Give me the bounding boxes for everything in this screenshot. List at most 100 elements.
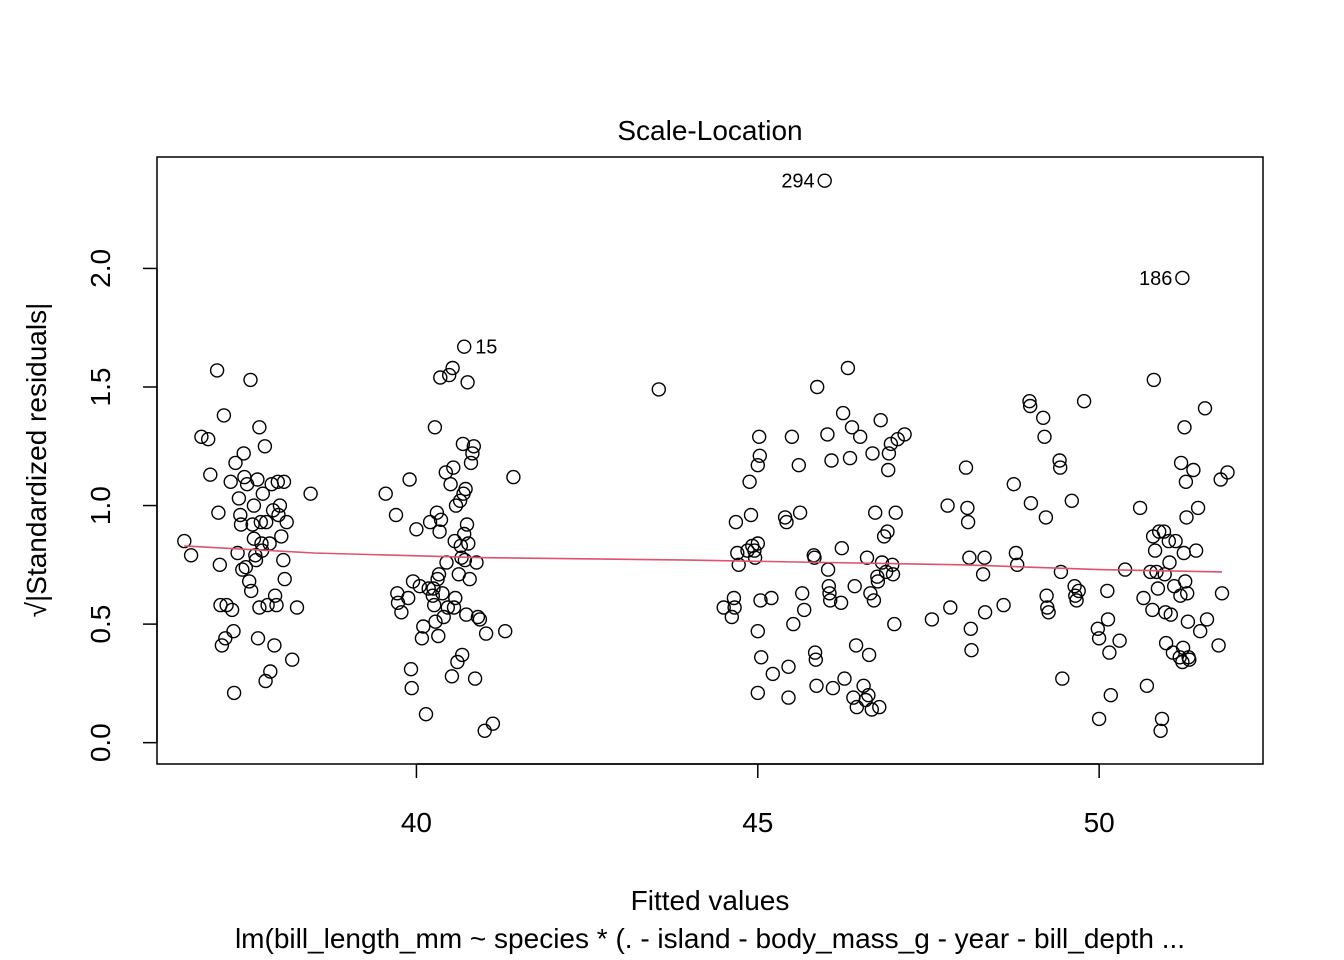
residual-point — [1143, 564, 1158, 580]
residual-point — [833, 595, 849, 610]
residual-point — [1055, 671, 1070, 686]
residual-point — [432, 524, 447, 539]
outlier-label: 15 — [475, 337, 497, 359]
residual-point — [1136, 590, 1151, 606]
residual-point — [781, 690, 796, 705]
residual-point — [218, 631, 233, 646]
residual-point — [791, 458, 806, 473]
residual-point — [255, 486, 270, 501]
residual-point — [808, 652, 823, 667]
residual-point — [276, 552, 291, 568]
residual-point — [1190, 500, 1206, 516]
residual-point — [378, 486, 393, 501]
residual-point — [279, 514, 294, 530]
residual-point — [753, 593, 768, 608]
residual-point — [303, 486, 318, 501]
residual-point — [1139, 678, 1155, 693]
smoother-line — [184, 545, 1223, 573]
residual-point — [876, 529, 892, 544]
residual-point — [440, 600, 455, 615]
residual-point — [887, 616, 902, 632]
residual-point — [781, 659, 796, 674]
residual-point — [250, 472, 265, 487]
residual-point — [469, 555, 484, 570]
residual-point — [1010, 557, 1025, 572]
residual-point — [786, 616, 801, 632]
residual-point — [726, 590, 742, 606]
residual-point — [996, 597, 1011, 613]
residual-point — [445, 360, 460, 376]
y-axis-label: √|Standardized residuals| — [21, 303, 52, 618]
residual-point — [452, 493, 468, 508]
residual-point — [724, 609, 739, 625]
residual-point — [427, 597, 442, 613]
x-tick-label: 40 — [401, 807, 432, 838]
residual-point — [426, 581, 441, 596]
residual-point — [257, 439, 273, 454]
residual-point — [263, 664, 278, 679]
residual-point — [436, 609, 451, 625]
residual-point — [784, 429, 800, 444]
residual-point — [498, 624, 513, 639]
residual-point — [1214, 586, 1230, 601]
residual-point — [235, 562, 250, 577]
residual-point — [1069, 593, 1084, 608]
residual-point — [427, 420, 443, 435]
residual-point — [1146, 372, 1162, 388]
outlier-point — [1175, 270, 1190, 286]
residual-point — [477, 723, 492, 738]
residual-point — [975, 567, 991, 582]
residual-point — [897, 427, 912, 442]
residual-point — [1199, 612, 1215, 627]
residual-point — [1076, 394, 1092, 409]
y-tick-label: 0.5 — [85, 605, 116, 644]
y-tick-label: 0.0 — [85, 723, 116, 762]
residual-point — [1178, 474, 1194, 489]
residual-point — [779, 514, 794, 530]
residual-point — [809, 678, 824, 693]
residual-point — [1037, 429, 1052, 444]
residual-point — [810, 379, 825, 395]
residual-point — [443, 477, 458, 492]
residual-point — [881, 462, 896, 478]
residual-point — [1182, 652, 1197, 667]
residual-point — [1186, 462, 1201, 478]
residual-point — [253, 514, 268, 530]
residual-point — [1211, 638, 1226, 653]
residual-point — [837, 671, 852, 686]
residual-point — [1179, 586, 1195, 601]
residual-point — [455, 647, 470, 663]
residual-point — [866, 593, 882, 608]
residual-point — [1197, 401, 1213, 416]
residual-point — [394, 605, 409, 620]
residual-point — [960, 500, 975, 516]
residual-point — [844, 420, 860, 435]
residual-point — [252, 600, 267, 615]
residual-point — [874, 555, 890, 570]
residual-point — [431, 628, 446, 644]
residual-point — [209, 363, 225, 378]
residual-point — [177, 533, 192, 549]
residual-point — [716, 600, 731, 615]
residual-point — [870, 574, 886, 589]
residual-point — [1067, 579, 1082, 594]
residual-point — [754, 650, 769, 665]
residual-point — [792, 505, 808, 520]
residual-point — [1132, 500, 1148, 516]
outlier-point — [817, 173, 832, 188]
residual-point — [461, 536, 476, 551]
residual-point — [238, 560, 254, 575]
residual-point — [431, 567, 447, 582]
residual-point — [269, 597, 284, 613]
residual-point — [958, 460, 974, 475]
residual-point — [1100, 612, 1116, 627]
residual-point — [271, 507, 286, 523]
residual-point — [847, 579, 862, 594]
residual-point — [1192, 624, 1208, 639]
residual-point — [1091, 631, 1107, 646]
residual-point — [1103, 688, 1119, 703]
residual-point — [888, 505, 903, 520]
residual-point — [1100, 583, 1115, 599]
residual-point — [455, 436, 471, 452]
residual-point — [243, 372, 258, 388]
